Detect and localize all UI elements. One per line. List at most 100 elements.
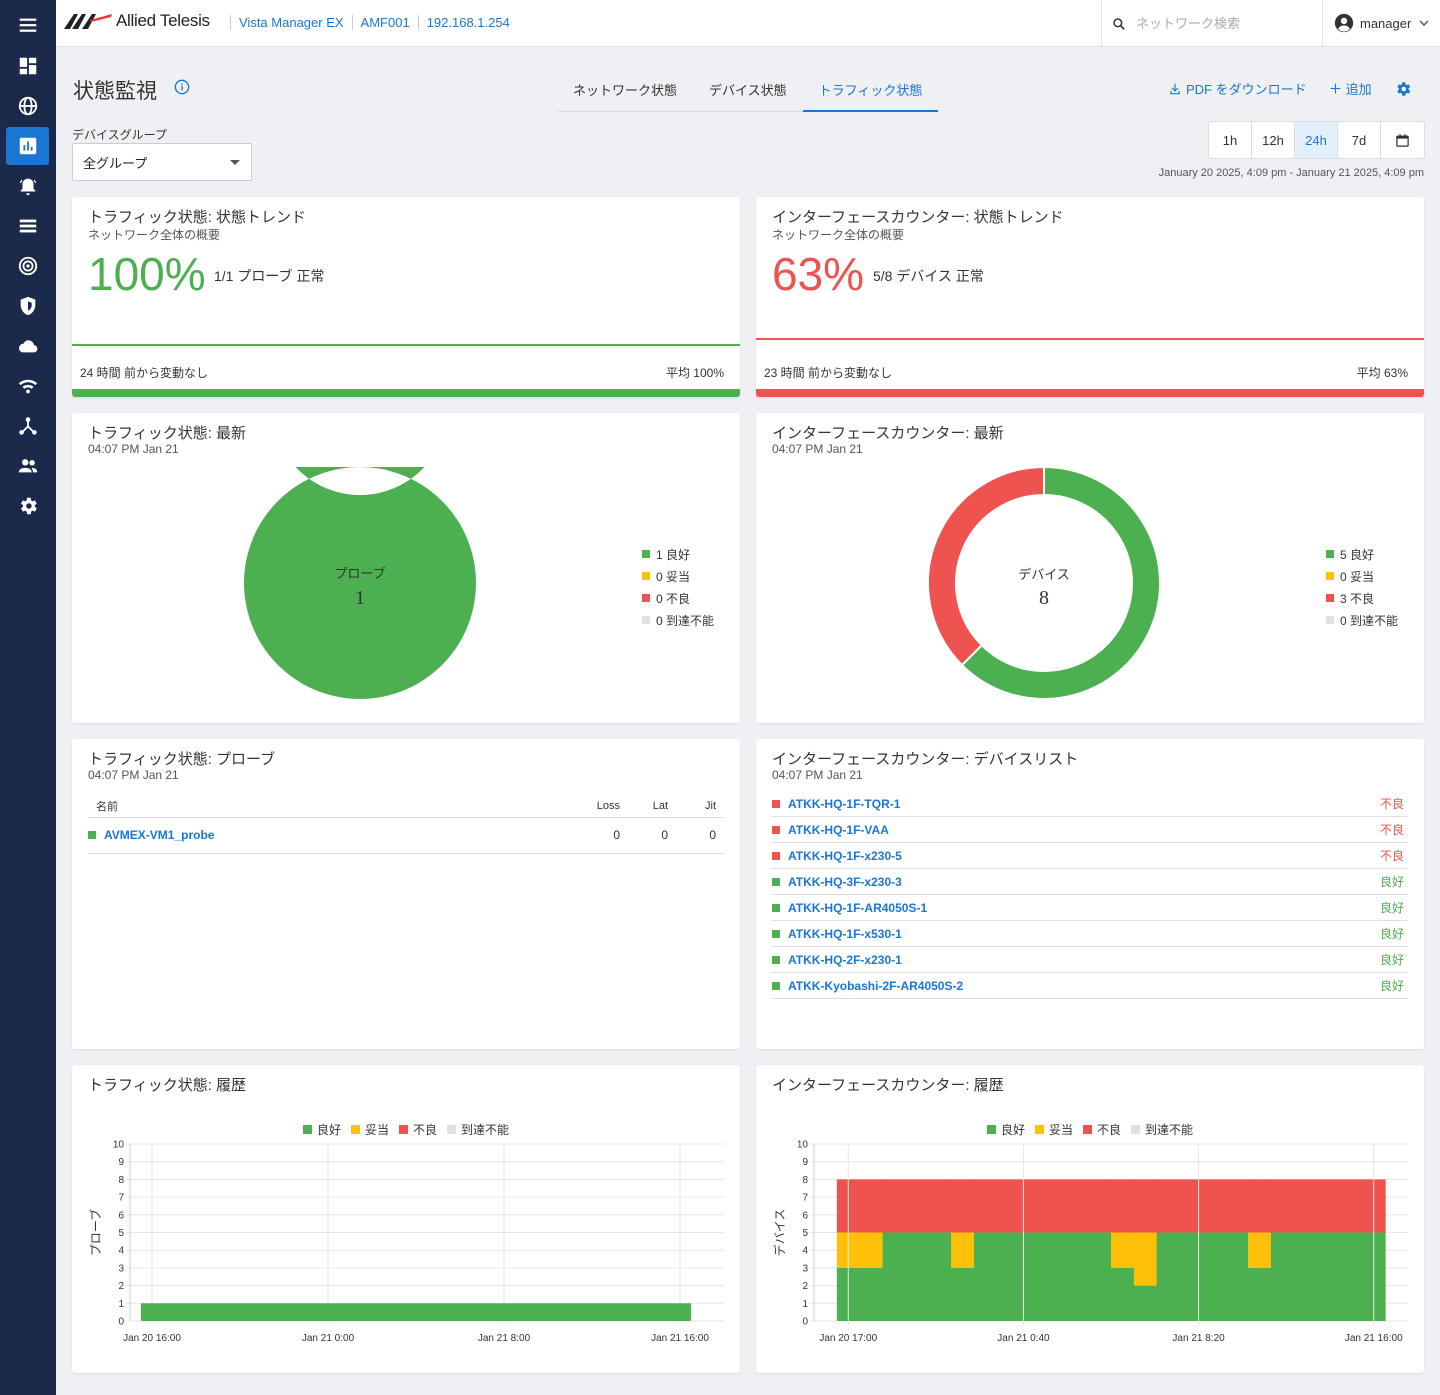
breadcrumb-amf[interactable]: AMF001 [351,15,418,30]
x-tick-label: Jan 20 17:00 [819,1333,877,1344]
donut-center-value: 8 [1039,587,1049,609]
area-bad[interactable] [1111,1179,1135,1233]
trend-note: 1/1 プローブ 正常 [214,268,325,284]
area-fair[interactable] [1111,1232,1135,1268]
alarm-icon[interactable] [6,167,49,205]
y-tick-label: 10 [113,1140,125,1151]
device-link[interactable]: ATKK-HQ-3F-x230-3 [788,874,902,889]
area-bad[interactable] [1248,1179,1272,1233]
area-good[interactable] [1133,1285,1158,1321]
area-good[interactable] [836,1267,884,1321]
search-input[interactable] [1136,16,1306,31]
tab-device-status[interactable]: デバイス状態 [709,83,787,98]
chart-icon[interactable] [6,127,49,165]
shield-icon[interactable] [6,287,49,325]
radar-icon[interactable] [6,247,49,285]
area-fair[interactable] [951,1232,975,1268]
wifi-icon[interactable] [6,367,49,405]
dashboard-icon[interactable] [6,47,49,85]
tab-traffic-status[interactable]: トラフィック状態 [802,66,939,112]
calendar-button[interactable] [1381,122,1424,158]
menu-icon[interactable] [6,6,49,44]
device-link[interactable]: ATKK-HQ-2F-x230-1 [788,952,902,967]
area-good[interactable] [1248,1267,1272,1321]
area-good[interactable] [951,1267,975,1321]
area-bad[interactable] [951,1179,975,1233]
users-icon[interactable] [6,447,49,485]
trend-line [72,344,740,346]
trend-status-bar [756,389,1424,397]
globe-icon[interactable] [6,87,49,125]
area-bad[interactable] [973,1179,1112,1233]
range-24h[interactable]: 24h [1295,122,1338,158]
donut-legend: 1 良好 0 妥当 0 不良 0 到達不能 [642,543,714,631]
col-jit[interactable]: Jit [676,795,724,818]
y-tick-label: 2 [118,1281,124,1292]
tab-network-status[interactable]: ネットワーク状態 [573,83,678,98]
info-icon[interactable] [174,79,190,95]
area-good[interactable] [1270,1232,1386,1322]
area-bad[interactable] [836,1179,884,1233]
col-loss[interactable]: Loss [568,795,628,818]
area-fair[interactable] [1133,1232,1158,1286]
area-good[interactable] [1156,1232,1249,1322]
device-link[interactable]: ATKK-HQ-1F-x530-1 [788,926,902,941]
device-link[interactable]: ATKK-HQ-1F-AR4050S-1 [788,900,928,915]
legend-bad: 0 不良 [642,587,714,609]
col-name[interactable]: 名前 [88,795,568,818]
donut-slice-good[interactable] [960,467,1160,699]
legend-fair[interactable]: 妥当 [1034,1121,1073,1138]
cloud-icon[interactable] [6,327,49,365]
settings-icon[interactable] [6,487,49,525]
area-fair[interactable] [1248,1232,1272,1268]
area-good[interactable] [141,1303,691,1321]
range-7d[interactable]: 7d [1338,122,1381,158]
col-lat[interactable]: Lat [628,795,676,818]
user-menu[interactable]: manager [1334,13,1429,33]
donut-slice-good[interactable] [244,467,476,699]
legend-bad[interactable]: 不良 [1083,1121,1121,1138]
brand-logo[interactable]: Allied Telesis [64,11,210,31]
area-bad[interactable] [1270,1179,1386,1233]
device-group-select[interactable]: 全グループ [72,143,252,181]
y-tick-label: 3 [802,1263,808,1274]
range-12h[interactable]: 12h [1252,122,1295,158]
card-title: インターフェースカウンター: 最新 [772,425,1004,442]
add-button[interactable]: 追加 [1329,79,1372,98]
breadcrumb-app[interactable]: Vista Manager EX [230,15,352,30]
area-good[interactable] [882,1232,952,1322]
list-icon[interactable] [6,207,49,245]
legend-unreachable[interactable]: 到達不能 [1131,1121,1193,1138]
legend-good[interactable]: 良好 [302,1121,341,1138]
area-bad[interactable] [882,1179,952,1233]
legend-fair[interactable]: 妥当 [350,1121,389,1138]
device-link[interactable]: ATKK-Kyobashi-2F-AR4050S-2 [788,978,964,993]
range-1h[interactable]: 1h [1209,122,1252,158]
settings-gear-icon[interactable] [1394,80,1412,98]
download-pdf-label: PDF をダウンロード [1186,82,1307,97]
sidebar [0,0,56,1395]
probe-link[interactable]: AVMEX-VM1_probe [104,828,215,842]
legend-bad[interactable]: 不良 [399,1121,437,1138]
status-indicator [772,929,780,938]
area-good[interactable] [1111,1267,1135,1321]
area-bad[interactable] [1156,1179,1249,1233]
x-tick-label: Jan 21 8:20 [1172,1333,1225,1344]
donut-legend: 5 良好 0 妥当 3 不良 0 到達不能 [1326,543,1398,631]
device-link[interactable]: ATKK-HQ-1F-TQR-1 [788,796,901,811]
y-tick-label: 6 [118,1210,124,1221]
traffic-trend-card: トラフィック状態: 状態トレンド ネットワーク全体の概要 100% 1/1 プロ… [72,197,740,397]
device-row: ATKK-HQ-1F-VAA 不良 [772,817,1408,843]
breadcrumb-ip[interactable]: 192.168.1.254 [417,15,518,30]
topology-icon[interactable] [6,407,49,445]
area-good[interactable] [973,1232,1112,1322]
device-link[interactable]: ATKK-HQ-1F-x230-5 [788,848,902,863]
area-fair[interactable] [836,1232,884,1268]
legend-good[interactable]: 良好 [986,1121,1025,1138]
device-link[interactable]: ATKK-HQ-1F-VAA [788,822,889,837]
trend-footer: 23 時間 前から変動なし 平均 63% [764,364,1408,381]
area-bad[interactable] [1133,1179,1158,1233]
download-pdf-button[interactable]: PDF をダウンロード [1168,79,1307,98]
device-status: 良好 [1379,927,1404,941]
legend-unreachable[interactable]: 到達不能 [447,1121,509,1138]
